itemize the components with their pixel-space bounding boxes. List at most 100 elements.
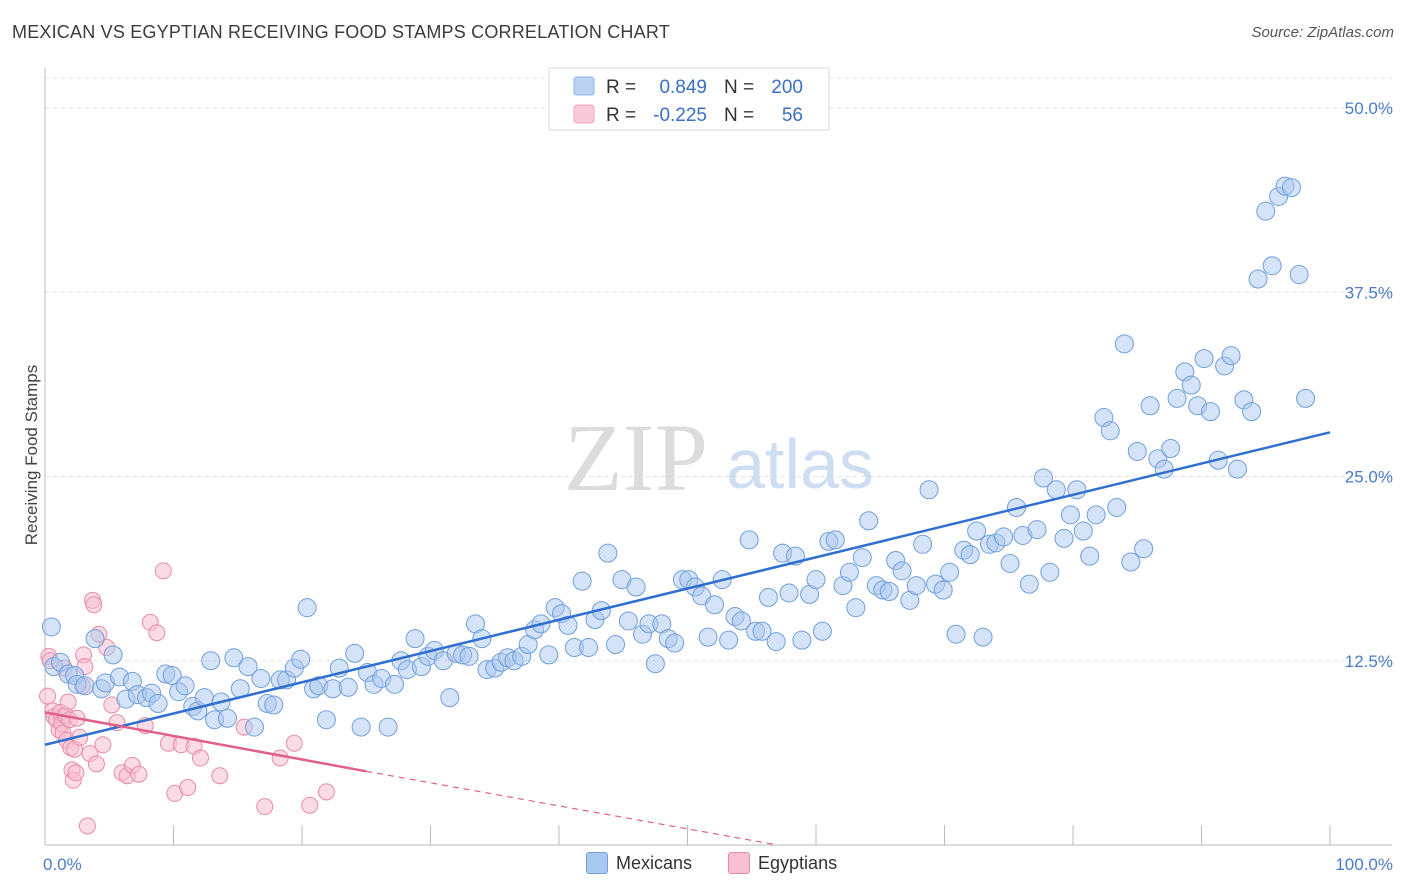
mexicans-point-106 <box>739 530 759 550</box>
watermark: ZIP atlas <box>564 404 874 511</box>
mexicans-point-114 <box>792 630 812 650</box>
mexicans-point-181 <box>1242 402 1262 422</box>
mexicans-point-109 <box>758 587 778 607</box>
mexicans-point-89 <box>626 577 646 597</box>
mexicans-point-158 <box>1086 505 1106 525</box>
mexicans-point-52 <box>378 717 398 737</box>
mexicans-point-184 <box>1262 256 1282 276</box>
mexicans-point-161 <box>1107 497 1127 517</box>
egyptians-point-49 <box>211 767 229 785</box>
mexicans-point-131 <box>906 576 926 596</box>
mexicans-point-151 <box>1040 562 1060 582</box>
mexicans-point-46 <box>338 677 358 697</box>
egyptians-point-13 <box>59 693 77 711</box>
mexicans-point-144 <box>994 527 1014 547</box>
stats-n-label-1: N = <box>724 105 754 126</box>
axes <box>44 68 1392 846</box>
legend-item-mexicans[interactable]: Mexicans <box>586 852 692 874</box>
mexicans-point-53 <box>385 674 405 694</box>
stats-r-value-0: 0.849 <box>659 77 707 98</box>
mexicans-point-25 <box>201 651 221 671</box>
mexicans-point-187 <box>1281 178 1301 198</box>
mexicans-point-82 <box>579 637 599 657</box>
mexicans-point-153 <box>1054 528 1074 548</box>
egyptians-trend-line-extension <box>366 770 778 846</box>
mexicans-point-29 <box>224 648 244 668</box>
mexicans-point-122 <box>846 598 866 618</box>
egyptians-point-54 <box>301 796 319 814</box>
egyptians-point-25 <box>78 817 96 835</box>
mexicans-point-156 <box>1073 521 1093 541</box>
mexicans-point-150 <box>1033 468 1053 488</box>
mexicans-point-85 <box>598 543 618 563</box>
mexicans-point-116 <box>806 570 826 590</box>
mexicans-point-7 <box>85 629 105 649</box>
mexicans-point-136 <box>940 562 960 582</box>
mexicans-point-137 <box>946 624 966 644</box>
mexicans-point-81 <box>572 571 592 591</box>
egyptians-trend-line <box>44 711 367 773</box>
stats-n-label-0: N = <box>724 77 754 98</box>
mexicans-point-100 <box>698 627 718 647</box>
mexicans-point-47 <box>345 643 365 663</box>
mexicans-point-32 <box>244 717 264 737</box>
legend-item-egyptians[interactable]: Egyptians <box>728 852 837 874</box>
mexicans-point-92 <box>645 654 665 674</box>
mexicans-point-17 <box>148 693 168 713</box>
mexicans-point-112 <box>779 583 799 603</box>
mexicans-point-141 <box>973 627 993 647</box>
mexicans-point-160 <box>1100 421 1120 441</box>
watermark-atlas: atlas <box>726 425 874 503</box>
mexicans-point-172 <box>1181 375 1201 395</box>
mexicans-point-183 <box>1256 201 1276 221</box>
egyptians-point-28 <box>85 596 103 614</box>
legend-swatch-egyptians <box>728 852 751 874</box>
mexicans-point-35 <box>264 695 284 715</box>
mexicans-point-170 <box>1167 388 1187 408</box>
egyptians-point-46 <box>179 779 197 797</box>
mexicans-point-39 <box>291 649 311 669</box>
mexicans-point-189 <box>1296 388 1316 408</box>
mexicans-point-76 <box>539 645 559 665</box>
mexicans-point-110 <box>766 632 786 652</box>
mexicans-point-182 <box>1248 269 1268 289</box>
mexicans-point-148 <box>1019 574 1039 594</box>
egyptians-point-29 <box>87 755 105 773</box>
trend-lines <box>44 431 1331 846</box>
mexicans-point-166 <box>1140 396 1160 416</box>
mexicans-point-175 <box>1200 402 1220 422</box>
mexicans-point-135 <box>933 580 953 600</box>
mexicans-point-157 <box>1080 546 1100 566</box>
egyptians-point-48 <box>191 749 209 767</box>
mexicans-point-145 <box>1000 553 1020 573</box>
mexicans-point-40 <box>297 598 317 618</box>
egyptians-point-19 <box>67 764 85 782</box>
mexicans-point-127 <box>879 581 899 601</box>
egyptians-point-53 <box>285 734 303 752</box>
x-tick-label-0: 0.0% <box>43 855 82 874</box>
stats-legend: R = 0.849 N = 200 R = -0.225 N = 56 <box>548 67 830 131</box>
legend-label-mexicans: Mexicans <box>616 852 693 873</box>
egyptians-point-55 <box>317 783 335 801</box>
mexicans-point-117 <box>812 621 832 641</box>
egyptians-point-31 <box>94 736 112 754</box>
mexicans-point-123 <box>852 548 872 568</box>
chart-title: MEXICAN VS EGYPTIAN RECEIVING FOOD STAMP… <box>12 22 670 42</box>
egyptians-point-51 <box>256 798 274 816</box>
mexicans-point-48 <box>351 717 371 737</box>
mexicans-point-21 <box>175 676 195 696</box>
stats-legend-frame <box>548 67 830 131</box>
mexicans-point-124 <box>859 511 879 531</box>
mexicans-point-10 <box>103 645 123 665</box>
mexicans-point-163 <box>1121 552 1141 572</box>
mexicans-point-88 <box>618 611 638 631</box>
mexicans-point-133 <box>919 480 939 500</box>
mexicans-point-28 <box>217 708 237 728</box>
mexicans-point-31 <box>238 657 258 677</box>
stats-swatch-1 <box>573 104 595 124</box>
stats-n-value-1: 56 <box>782 105 803 126</box>
egyptians-point-0 <box>39 687 57 705</box>
mexicans-point-0 <box>41 617 61 637</box>
mexicans-point-132 <box>913 534 933 554</box>
